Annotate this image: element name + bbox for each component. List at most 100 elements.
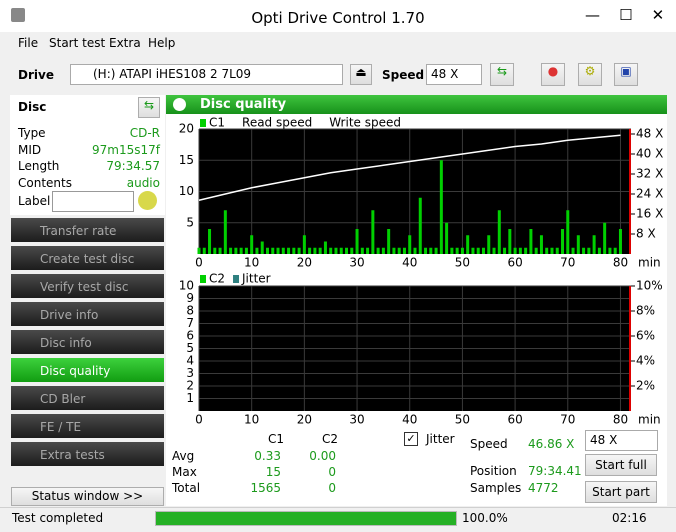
bar [450,247,454,254]
bar [513,247,517,254]
y-tick-label: 15 [179,153,194,167]
bar [555,247,559,254]
bar [213,247,217,254]
bar [434,247,438,254]
bar [244,247,248,254]
bar [260,241,264,254]
bar [271,247,275,254]
eject-button[interactable]: ⏏ [350,64,372,85]
stats-header: C2 [322,432,339,446]
bar [582,247,586,254]
legend-label: Read speed [242,116,312,130]
y-tick-label: 5 [186,341,194,355]
bar [371,210,375,254]
menu-item[interactable]: Help [148,36,176,50]
y-tick-label: 7 [186,316,194,330]
y2-tick-label: 16 X [636,207,663,221]
menu-item[interactable]: File [18,36,39,50]
nav-item[interactable]: Transfer rate [11,218,164,244]
save-button[interactable]: ▣ [614,63,638,86]
bar [292,247,296,254]
speed-select[interactable]: 48 X [426,64,482,85]
bar [302,235,306,254]
bar [250,235,254,254]
bar [360,247,364,254]
y2-tick-label: 6% [636,329,655,343]
disc-refresh[interactable]: ⇆ [138,97,160,118]
bar [487,235,491,254]
stats-label: Avg [172,449,195,463]
bar [529,229,533,254]
bar [313,247,317,254]
speed-value: 46.86 X [528,437,575,451]
nav-item[interactable]: Disc info [11,330,164,356]
x-unit: min [638,413,661,427]
nav-item[interactable]: Drive info [11,302,164,328]
title-bar [0,0,676,32]
label-button[interactable] [138,191,157,210]
settings-button[interactable]: ⚙ [578,63,602,86]
x-tick-label: 10 [244,256,259,270]
erase-button[interactable]: ● [541,63,565,86]
x-tick-label: 70 [560,256,575,270]
bar [524,247,528,254]
field-value: CD-R [129,126,160,140]
status-window-button[interactable]: Status window >> [11,487,164,506]
y-tick-label: 1 [186,391,194,405]
legend-swatch [320,119,326,127]
nav-item[interactable]: Disc quality [11,358,164,384]
field-value: 97m15s17f [92,142,160,157]
bar [392,247,396,254]
bar [329,247,333,254]
jitter-checkbox[interactable]: ✓ [404,432,418,446]
bar [592,235,596,254]
bar [355,229,359,254]
stats-value: 0 [328,481,336,495]
bar [613,247,617,254]
x-tick-label: 0 [195,413,203,427]
start-part-button[interactable]: Start part [585,481,657,503]
label-input[interactable] [52,191,134,212]
x-tick-label: 30 [349,256,364,270]
nav-item[interactable]: CD Bler [11,386,164,412]
bar [460,247,464,254]
window-controls[interactable]: — ☐ ✕ [585,6,665,24]
stats-value: 0.00 [309,449,336,463]
nav-item[interactable]: Create test disc [11,246,164,272]
menu-item[interactable]: Start test [49,36,106,50]
position-value: 79:34.41 [528,464,582,478]
drive-select[interactable]: (H:) ATAPI iHES108 2 7L09 [70,64,343,85]
bar [561,229,565,254]
legend-label: C2 [209,272,225,286]
bar [402,247,406,254]
x-tick-label: 70 [560,413,575,427]
bar [576,235,580,254]
bar [218,247,222,254]
bar [345,247,349,254]
refresh-button[interactable]: ⇆ [490,63,514,86]
nav-item[interactable]: Verify test disc [11,274,164,300]
start-full-button[interactable]: Start full [585,454,657,476]
bar [566,210,570,254]
nav-item[interactable]: Extra tests [11,442,164,468]
line [198,134,621,201]
field-value: audio [126,175,160,190]
x-tick-label: 0 [195,256,203,270]
nav-item[interactable]: FE / TE [11,414,164,440]
bar [429,247,433,254]
bar [234,247,238,254]
samples-value: 4772 [528,481,559,495]
bar [545,247,549,254]
bar [308,247,312,254]
legend-swatch [200,119,206,127]
bar [297,247,301,254]
app-icon [11,8,25,22]
menu-item[interactable]: Extra [109,36,141,50]
bar [539,235,543,254]
jitter-label: Jitter [426,432,455,446]
bar [608,247,612,254]
speed-result-select[interactable]: 48 X [585,430,658,451]
disc-title: Disc [18,100,47,114]
stats-label: Total [172,481,201,495]
